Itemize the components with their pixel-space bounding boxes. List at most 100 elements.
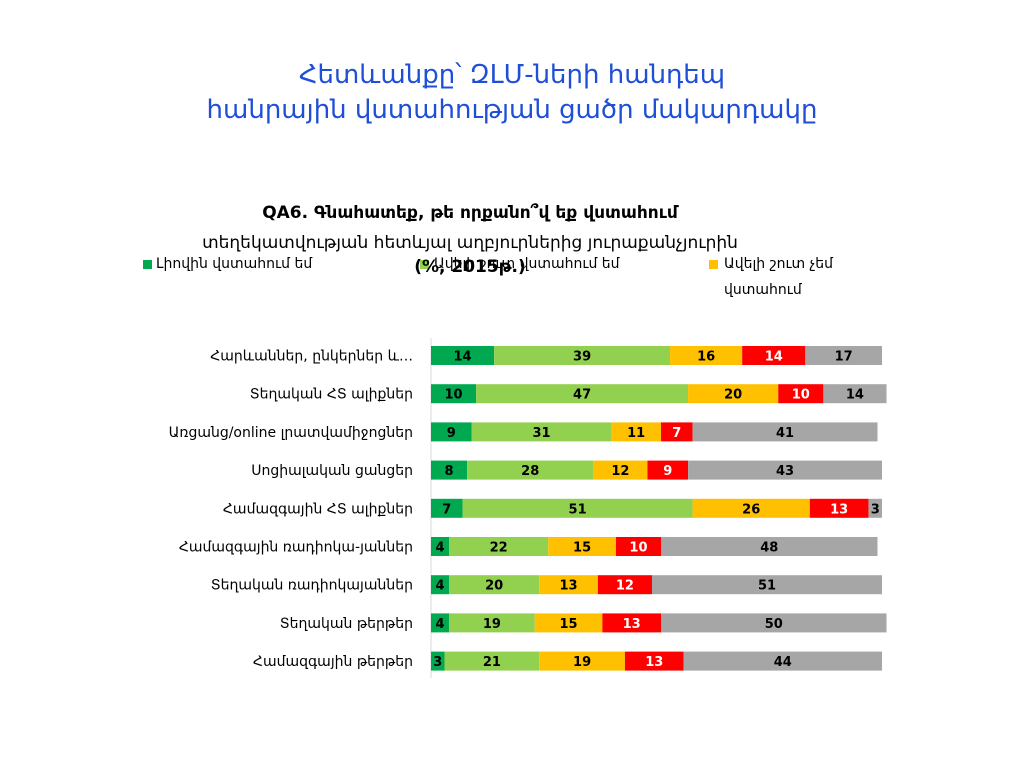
bar-segment bbox=[462, 498, 693, 518]
category-label: Համազգային ՀՏ ալիքներ bbox=[223, 501, 413, 517]
data-label: 13 bbox=[623, 617, 641, 632]
category-label: Տեղական ռադիոկայաններ bbox=[211, 578, 413, 594]
data-label: 4 bbox=[435, 617, 444, 632]
data-label: 20 bbox=[485, 579, 503, 594]
data-label: 28 bbox=[521, 464, 539, 479]
bar-segment bbox=[471, 422, 612, 442]
bar-segment bbox=[661, 537, 878, 556]
bar-segment bbox=[661, 613, 887, 633]
category-label: Տեղական թերթեր bbox=[280, 616, 413, 632]
bar-segment bbox=[539, 575, 598, 595]
data-label: 20 bbox=[724, 388, 742, 403]
data-label: 9 bbox=[447, 426, 456, 441]
data-label: 48 bbox=[760, 541, 778, 556]
data-label: 21 bbox=[483, 655, 501, 670]
slide-title-line-1: Հետևանքը՝ ԶԼՄ-ների հանդեպ bbox=[298, 60, 726, 90]
data-label: 3 bbox=[433, 655, 442, 670]
bar-segment bbox=[611, 422, 662, 442]
data-label: 14 bbox=[454, 350, 472, 365]
bar-segment bbox=[868, 498, 882, 518]
data-label: 14 bbox=[765, 350, 783, 365]
data-label: 14 bbox=[846, 388, 864, 403]
bar-segment bbox=[692, 498, 810, 518]
bar-segment bbox=[431, 384, 477, 404]
data-label: 7 bbox=[672, 426, 681, 441]
category-label: Տեղական ՀՏ ալիքներ bbox=[250, 387, 413, 403]
data-label: 9 bbox=[663, 464, 672, 479]
legend-label-rather-distrust: Ավելի շուտ չեմ վստահում bbox=[724, 256, 834, 298]
data-label: 15 bbox=[573, 541, 591, 556]
bar-segment bbox=[444, 651, 540, 671]
bar-segment bbox=[651, 575, 882, 595]
bar-segment bbox=[431, 460, 468, 480]
bar-segment bbox=[449, 613, 535, 633]
category-label: Առցանց/online լրատվամիջոցներ bbox=[169, 425, 413, 441]
data-label: 31 bbox=[532, 426, 550, 441]
data-label: 13 bbox=[645, 655, 663, 670]
chart-title-line-1: QA6. Գնահատեք, թե որքանո՞վ եք վստահում bbox=[70, 198, 870, 228]
category-label: Սոցիալական ցանցեր bbox=[251, 463, 413, 479]
bar-segment bbox=[431, 346, 495, 365]
bar-segment bbox=[597, 575, 652, 595]
legend-label-rather-trust: Ավելի շուտ վստահում եմ bbox=[434, 256, 620, 272]
slide-title: Հետևանքը՝ ԶԼՄ-ների հանդեպ հանրային վստահ… bbox=[0, 58, 1024, 128]
data-label: 39 bbox=[573, 350, 591, 365]
bar-segment bbox=[683, 651, 882, 671]
category-label: Համազգային ռադիոկա-յաններ bbox=[179, 540, 413, 556]
data-label: 26 bbox=[742, 502, 760, 517]
data-label: 12 bbox=[611, 464, 629, 479]
bar-segment bbox=[431, 537, 450, 556]
data-label: 15 bbox=[560, 617, 578, 632]
data-label: 17 bbox=[835, 350, 853, 365]
bar-segment bbox=[431, 651, 445, 671]
bar-segment bbox=[823, 384, 887, 404]
bar-segment bbox=[539, 651, 625, 671]
data-label: 3 bbox=[871, 502, 880, 517]
data-label: 50 bbox=[765, 617, 783, 632]
data-label: 13 bbox=[830, 502, 848, 517]
bar-segment bbox=[467, 460, 594, 480]
data-label: 43 bbox=[776, 464, 794, 479]
data-label: 41 bbox=[776, 426, 794, 441]
bar-segment bbox=[534, 613, 603, 633]
bar-segment bbox=[688, 384, 779, 404]
data-label: 10 bbox=[792, 388, 810, 403]
bar-segment bbox=[449, 575, 540, 595]
bar-segment bbox=[593, 460, 648, 480]
bar-segment bbox=[449, 537, 549, 556]
data-label: 10 bbox=[629, 541, 647, 556]
data-label: 13 bbox=[560, 579, 578, 594]
bar-segment bbox=[615, 537, 662, 556]
data-label: 10 bbox=[445, 388, 463, 403]
data-label: 19 bbox=[483, 617, 501, 632]
chart-title: QA6. Գնահատեք, թե որքանո՞վ եք վստահում տ… bbox=[70, 198, 870, 282]
data-label: 4 bbox=[435, 579, 444, 594]
bar-segment bbox=[602, 613, 662, 633]
data-label: 16 bbox=[697, 350, 715, 365]
bar-segment bbox=[431, 422, 472, 442]
legend-swatch-rather-distrust bbox=[709, 260, 718, 269]
category-label: Հարևաններ, ընկերներ և… bbox=[210, 349, 413, 365]
bar-segment bbox=[692, 422, 878, 442]
data-label: 12 bbox=[616, 579, 634, 594]
legend-swatch-rather-trust bbox=[420, 260, 429, 269]
data-label: 19 bbox=[573, 655, 591, 670]
bar-segment bbox=[431, 498, 463, 518]
bar-segment bbox=[809, 498, 869, 518]
legend-swatch-fully-trust bbox=[143, 260, 152, 269]
data-label: 51 bbox=[569, 502, 587, 517]
chart-title-line-2: տեղեկատվության հետևյալ աղբյուրներից յուր… bbox=[202, 233, 738, 253]
bar-segment bbox=[742, 346, 806, 365]
bar-segment bbox=[688, 460, 882, 480]
data-label: 22 bbox=[490, 541, 508, 556]
bar-segment bbox=[548, 537, 616, 556]
slide-title-line-2: հանրային վստահության ցածր մակարդակը bbox=[206, 95, 818, 125]
chart-title-line-3-text: (%, 2015թ.) bbox=[414, 257, 526, 277]
bar-segment bbox=[670, 346, 743, 365]
legend-label-fully-trust: Լիովին վստահում եմ bbox=[156, 256, 313, 272]
bar-segment bbox=[431, 613, 450, 633]
data-label: 47 bbox=[573, 388, 591, 403]
category-label: Համազգային թերթեր bbox=[253, 654, 413, 670]
data-label: 11 bbox=[627, 426, 645, 441]
